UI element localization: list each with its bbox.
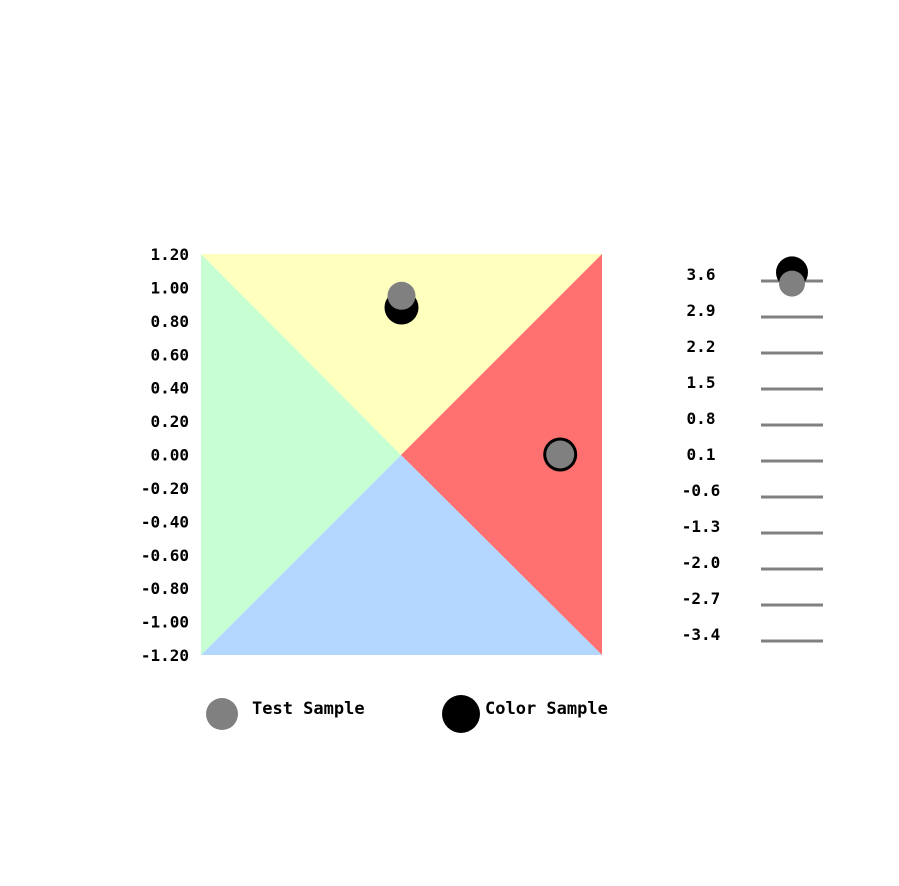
legend-test-sample-label: Test Sample: [252, 699, 365, 719]
scale-tick-label: 3.6: [687, 265, 716, 284]
scale-tick-label: 2.2: [687, 337, 716, 356]
plane-y-tick-label: 0.00: [150, 446, 189, 465]
plane-y-tick-label: -1.20: [141, 646, 189, 665]
legend: Test Sample Color Sample: [206, 695, 608, 733]
plane-y-tick-label: 0.80: [150, 312, 189, 331]
test-sample-point: [387, 281, 416, 310]
quadrant-top: [201, 254, 602, 455]
plane-y-tick-label: -0.80: [141, 579, 189, 598]
scale-tick-label: 0.8: [687, 409, 716, 428]
plane-y-tick-label: -0.40: [141, 512, 189, 531]
quadrant-right: [401, 254, 602, 655]
scale-lines: [761, 279, 823, 643]
scale-points: [776, 256, 808, 297]
legend-color-sample-label: Color Sample: [485, 699, 608, 719]
plane-points: [384, 281, 578, 472]
plane-y-tick-label: -0.20: [141, 479, 189, 498]
plane-y-tick-label: 0.20: [150, 412, 189, 431]
quadrant-left: [201, 254, 401, 655]
scale-tick-label: -1.3: [682, 517, 721, 536]
scale-axis: 3.6 2.9 2.2 1.5 0.8 0.1 -0.6 -1.3 -2.0 -2.7 -3.4: [682, 265, 721, 644]
plane-y-tick-label: 0.60: [150, 345, 189, 364]
plane-y-tick-label: 0.40: [150, 379, 189, 398]
quadrant-bottom: [201, 455, 602, 655]
scale-tick-label: 2.9: [687, 301, 716, 320]
plane-y-tick-label: -0.60: [141, 546, 189, 565]
legend-test-sample-marker: [206, 698, 238, 730]
scale-test-sample-point: [779, 270, 805, 297]
plane-y-tick-label: -1.00: [141, 613, 189, 632]
test-sample-point: [546, 440, 575, 469]
scale-tick-label: -3.4: [682, 625, 721, 644]
color-plane: [201, 254, 602, 655]
scale-tick-label: 1.5: [687, 373, 716, 392]
legend-color-sample-marker: [442, 695, 480, 733]
scale-tick-label: -0.6: [682, 481, 721, 500]
scale-tick-label: -2.7: [682, 589, 721, 608]
plane-y-tick-label: 1.00: [150, 278, 189, 297]
scale-tick-label: -2.0: [682, 553, 721, 572]
plane-y-axis: 1.20 1.00 0.80 0.60 0.40 0.20 0.00 -0.20 -0.40 -0…: [141, 245, 189, 665]
plane-y-tick-label: 1.20: [150, 245, 189, 264]
scale-tick-label: 0.1: [687, 445, 716, 464]
